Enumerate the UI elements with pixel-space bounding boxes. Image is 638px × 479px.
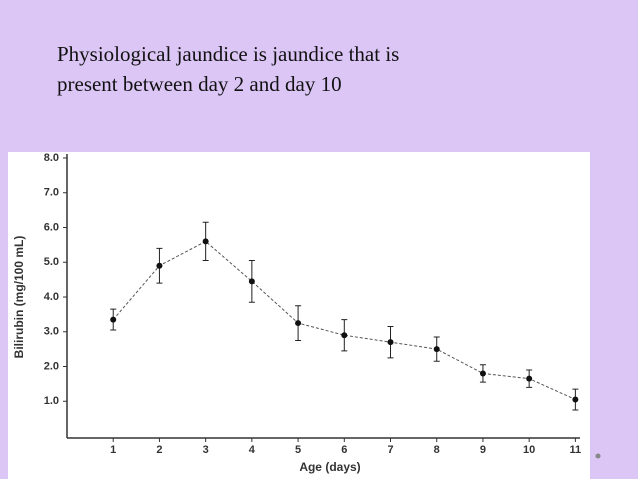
x-tick-label: 8 [434, 444, 440, 456]
data-line [112, 240, 576, 400]
y-axis-label: Bilirubin (mg/100 mL) [12, 236, 26, 359]
x-tick-label: 2 [156, 444, 162, 456]
x-tick-label: 3 [203, 444, 209, 456]
data-point [248, 278, 255, 285]
data-point [387, 339, 394, 346]
y-tick-label: 7.0 [44, 187, 59, 199]
y-tick-label: 4.0 [44, 291, 59, 303]
y-tick-label: 6.0 [44, 221, 59, 233]
data-point [433, 346, 440, 353]
slide-text: present between day 2 and day 10 [57, 72, 342, 96]
y-tick-label: 2.0 [44, 360, 59, 372]
x-tick-label: 5 [295, 444, 301, 456]
data-point [341, 332, 348, 339]
x-tick-label: 4 [249, 444, 256, 456]
data-point [526, 375, 533, 382]
data-point [572, 396, 579, 403]
y-tick-label: 5.0 [44, 256, 59, 268]
data-point [202, 238, 209, 245]
y-tick-label: 3.0 [44, 326, 59, 338]
data-point [295, 320, 302, 327]
data-point [479, 370, 486, 377]
bullet [595, 453, 601, 459]
x-tick-label: 1 [110, 444, 116, 456]
x-tick-label: 10 [523, 444, 535, 456]
x-tick-label: 11 [570, 444, 582, 456]
x-axis-label: Age (days) [299, 460, 360, 474]
x-tick-label: 6 [341, 444, 347, 456]
chart-background [8, 152, 590, 479]
slide-text: Physiological jaundice is jaundice that … [57, 42, 399, 66]
y-tick-label: 1.0 [44, 395, 59, 407]
x-tick-label: 9 [480, 444, 486, 456]
y-tick-label: 8.0 [44, 152, 59, 164]
x-tick-label: 7 [387, 444, 393, 456]
data-point [110, 316, 117, 323]
data-point [156, 262, 163, 269]
